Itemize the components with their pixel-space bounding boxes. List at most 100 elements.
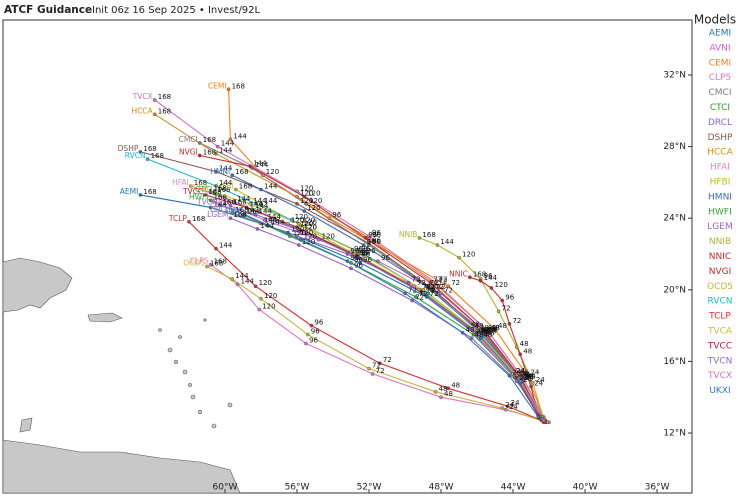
track-point bbox=[208, 189, 213, 194]
hour-label: 144 bbox=[255, 161, 269, 169]
hour-label: 24 bbox=[518, 371, 527, 379]
track-point bbox=[361, 243, 366, 247]
track-point bbox=[412, 284, 416, 289]
model-label: CLP5 bbox=[190, 257, 209, 266]
hour-label: 144 bbox=[440, 238, 454, 246]
hour-label: 72 bbox=[433, 276, 442, 284]
track-point bbox=[493, 327, 497, 331]
hour-label: 24 bbox=[520, 374, 529, 382]
track-point bbox=[435, 243, 440, 247]
hour-label: 168 bbox=[422, 231, 435, 239]
hour-label: 144 bbox=[221, 140, 235, 148]
hour-label: 120 bbox=[302, 217, 315, 225]
track-point bbox=[516, 377, 521, 382]
hour-label: 168 bbox=[192, 215, 205, 223]
hour-label: 72 bbox=[430, 290, 439, 298]
hour-label: 72 bbox=[372, 362, 381, 370]
hour-label: 144 bbox=[219, 165, 233, 173]
x-tick-label: 44°W bbox=[501, 483, 526, 493]
hour-label: 24 bbox=[511, 399, 520, 407]
track-point bbox=[469, 336, 474, 340]
track-line bbox=[210, 199, 541, 418]
hour-label: 144 bbox=[253, 197, 267, 205]
track-point bbox=[228, 137, 233, 142]
track-point bbox=[504, 407, 508, 412]
track-point bbox=[250, 207, 254, 212]
hour-label: 72 bbox=[419, 290, 428, 298]
track-points bbox=[138, 87, 551, 425]
hour-label: 48 bbox=[482, 328, 491, 336]
track-point bbox=[197, 141, 202, 145]
legend-entry: HWFI bbox=[708, 207, 732, 217]
legend-entry: CTCI bbox=[710, 103, 730, 113]
hour-label: 168 bbox=[210, 260, 223, 268]
track-point bbox=[500, 406, 505, 410]
hour-label: 48 bbox=[484, 331, 493, 339]
hour-label: 48 bbox=[475, 331, 484, 339]
hour-label: 120 bbox=[462, 251, 475, 259]
hour-label: 24 bbox=[520, 371, 529, 379]
hour-label: 120 bbox=[322, 233, 335, 241]
track-point bbox=[197, 153, 202, 158]
legend-entry: CLP5 bbox=[709, 73, 731, 83]
track-point bbox=[214, 184, 218, 188]
legend-entry: DRCL bbox=[708, 118, 732, 128]
model-label: TVCC bbox=[182, 187, 203, 196]
track-point bbox=[248, 202, 252, 206]
track-point bbox=[255, 227, 260, 231]
legend-entry: TCLP bbox=[708, 312, 731, 322]
track-point bbox=[432, 287, 436, 292]
legend-entry: NVGI bbox=[709, 267, 732, 277]
track-line bbox=[219, 205, 543, 419]
track-line bbox=[210, 190, 543, 419]
track-point bbox=[367, 241, 371, 246]
hour-label: 120 bbox=[262, 302, 275, 310]
hour-label: 168 bbox=[214, 184, 227, 192]
hour-label: 48 bbox=[480, 326, 489, 334]
track-point bbox=[298, 228, 303, 233]
y-tick-label: 16°N bbox=[663, 357, 686, 367]
track-point bbox=[286, 230, 290, 235]
model-label: OCD5 bbox=[183, 259, 205, 268]
hour-label: 96 bbox=[358, 247, 367, 255]
legend-entry: HMNI bbox=[708, 192, 732, 202]
land bbox=[2, 257, 241, 494]
hour-label: 96 bbox=[354, 245, 363, 253]
track-point bbox=[327, 216, 332, 220]
track-point bbox=[302, 209, 307, 213]
track-line bbox=[244, 214, 539, 418]
hour-label: 24 bbox=[523, 374, 532, 382]
hour-label: 168 bbox=[223, 199, 236, 207]
hour-label: 120 bbox=[304, 218, 317, 226]
legend-entry: TVCA bbox=[707, 327, 733, 337]
track-point bbox=[477, 332, 481, 337]
legend-entry: RVCN bbox=[708, 297, 733, 307]
hour-label: 72 bbox=[426, 285, 435, 293]
track-point bbox=[212, 191, 216, 195]
track-point bbox=[514, 345, 519, 349]
hour-label: 96 bbox=[367, 238, 376, 246]
hour-label: 24 bbox=[536, 376, 545, 384]
hour-label: 48 bbox=[485, 329, 494, 337]
track-point bbox=[295, 202, 299, 206]
track-point bbox=[356, 250, 361, 255]
y-tick-label: 12°N bbox=[663, 429, 686, 439]
hour-label: 168 bbox=[235, 206, 248, 214]
track-point bbox=[480, 334, 485, 339]
model-label: AEMI bbox=[120, 187, 139, 196]
hour-label: 168 bbox=[208, 188, 221, 196]
hour-label: 144 bbox=[255, 202, 269, 210]
track-point bbox=[507, 373, 512, 378]
track-point bbox=[500, 298, 505, 303]
hour-label: 96 bbox=[372, 231, 381, 239]
legend-entry: HCCA bbox=[707, 148, 733, 158]
track-line bbox=[210, 264, 550, 423]
track-point bbox=[466, 325, 470, 330]
track-point bbox=[309, 323, 314, 328]
track-point bbox=[439, 291, 443, 296]
model-label: AVNI bbox=[211, 198, 229, 207]
hour-label: 48 bbox=[439, 385, 448, 393]
legend-entry: CEMI bbox=[709, 58, 731, 68]
hour-label: 48 bbox=[471, 320, 480, 328]
hour-label: 48 bbox=[480, 324, 489, 332]
